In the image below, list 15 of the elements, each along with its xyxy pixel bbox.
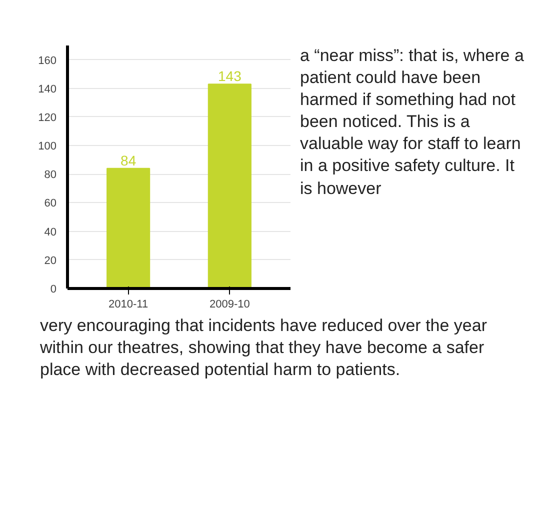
- y-tick-label: 120: [38, 112, 57, 124]
- y-tick-label: 160: [38, 54, 57, 67]
- x-tick-label: 2010-11: [108, 298, 148, 310]
- y-tick-label: 60: [44, 198, 57, 210]
- y-tick-label: 0: [50, 284, 57, 296]
- y-tick-label: 140: [38, 83, 57, 96]
- y-tick-label: 20: [44, 254, 57, 267]
- x-tick-label: 2009-10: [209, 298, 250, 310]
- y-tick-label: 80: [44, 169, 57, 182]
- data-label: 143: [218, 68, 242, 84]
- y-tick-label: 40: [44, 226, 57, 238]
- data-label: 84: [120, 152, 136, 168]
- y-tick-label: 100: [38, 140, 57, 153]
- text: very encouraging that incidents have reduced over the year within our theatres, showing that they have become a safer place with decreased potential harm to patients.: [40, 315, 488, 382]
- text: a “near miss”: that is, where a patient could have been harmed if something had not been noticed. This is a valuable way for staff to learn in a positive safety culture. It is however: [300, 45, 525, 200]
